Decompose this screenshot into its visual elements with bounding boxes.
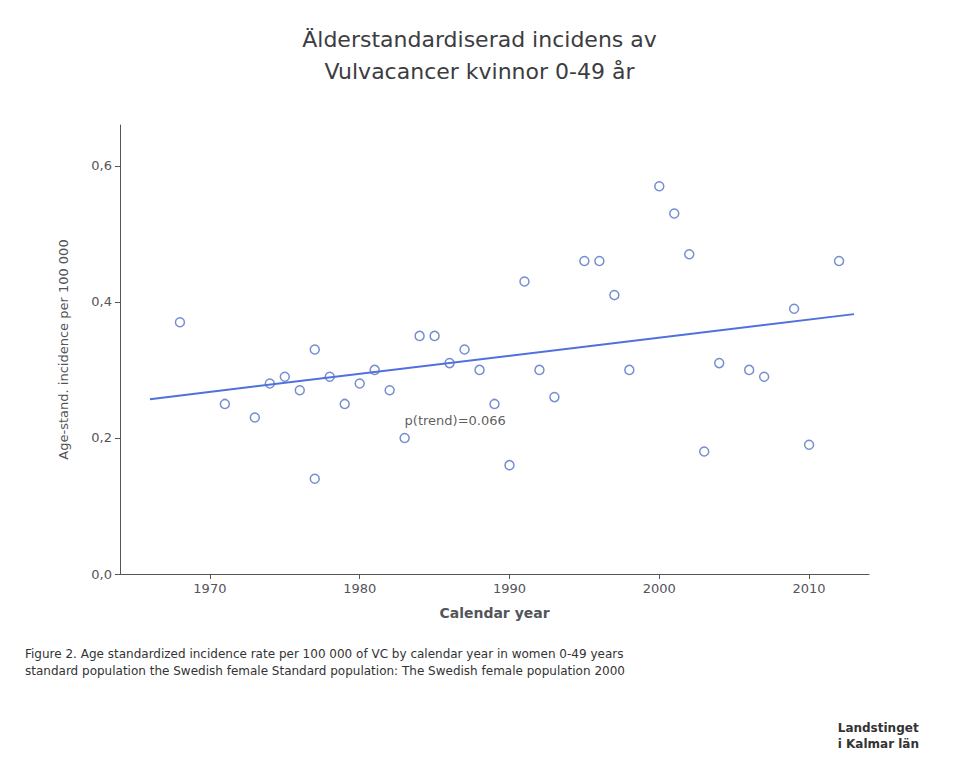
svg-text:Älderstandardiserad incidens a: Älderstandardiserad incidens av <box>302 27 657 52</box>
svg-text:2010: 2010 <box>793 581 826 596</box>
svg-text:0,6: 0,6 <box>91 158 112 173</box>
svg-text:0,4: 0,4 <box>91 294 112 309</box>
svg-text:p(trend)=0.066: p(trend)=0.066 <box>405 413 506 428</box>
svg-text:2000: 2000 <box>643 581 676 596</box>
svg-text:Age-stand. incidence per 100 0: Age-stand. incidence per 100 000 <box>56 239 71 459</box>
svg-text:0,2: 0,2 <box>91 430 112 445</box>
svg-text:Calendar year: Calendar year <box>439 605 549 621</box>
svg-text:standard population the Swedis: standard population the Swedish female S… <box>25 664 625 678</box>
svg-text:Figure 2. Age standardized inc: Figure 2. Age standardized incidence rat… <box>25 647 623 661</box>
svg-text:1990: 1990 <box>493 581 526 596</box>
svg-text:Vulvacancer kvinnor 0-49 år: Vulvacancer kvinnor 0-49 år <box>324 59 635 84</box>
svg-text:0,0: 0,0 <box>91 567 112 582</box>
svg-text:Landstinget: Landstinget <box>838 721 919 735</box>
svg-text:1970: 1970 <box>193 581 226 596</box>
svg-text:1980: 1980 <box>343 581 376 596</box>
svg-text:i Kalmar län: i Kalmar län <box>838 737 919 751</box>
